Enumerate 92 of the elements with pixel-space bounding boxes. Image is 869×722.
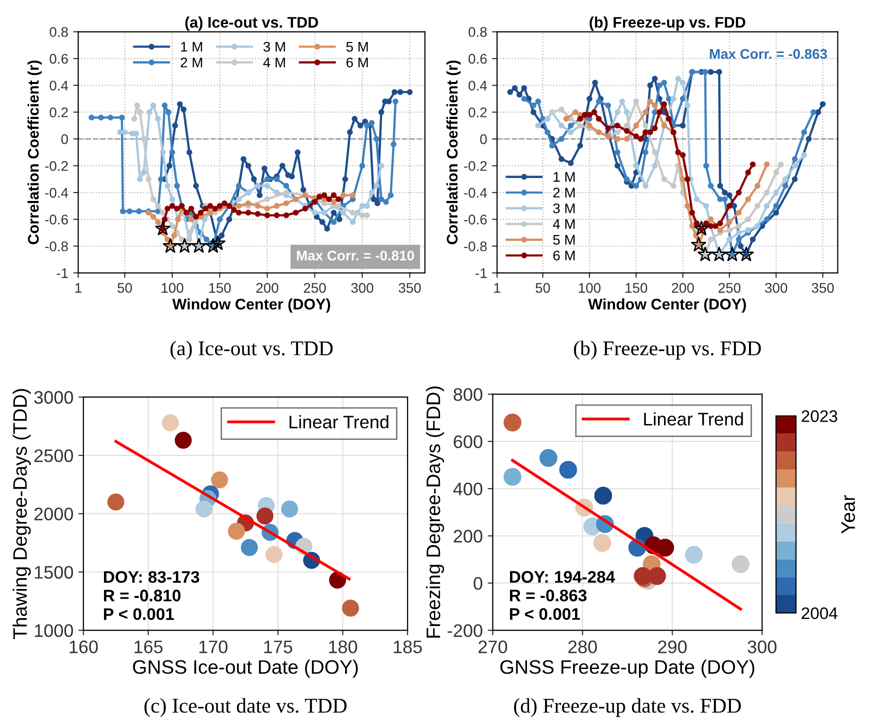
legend-label: 4 M <box>552 219 575 229</box>
x-tick-label: 50 <box>118 283 132 293</box>
x-tick-label: 170 <box>199 640 228 654</box>
x-tick-label: 175 <box>264 640 292 654</box>
x-tick-label: 350 <box>812 283 834 293</box>
x-tick-label: 1 <box>75 283 82 293</box>
x-axis-title: GNSS Freeze-up Date (DOY) <box>500 660 754 678</box>
x-tick-label: 300 <box>765 283 788 293</box>
y-tick-label: 0.2 <box>50 107 68 118</box>
y-tick-label: -1 <box>56 268 68 278</box>
x-tick-label: 290 <box>658 640 687 654</box>
y-tick-label: 0 <box>480 134 487 144</box>
y-axis-title: Correlation Coefficient (r) <box>446 60 461 244</box>
legend-label: 1 M <box>181 42 202 52</box>
x-tick-label: 160 <box>70 640 98 654</box>
chart-title: (b) Freeze-up vs. FDD <box>590 16 746 31</box>
y-axis-title: Thawing Degree-Days (TDD) <box>12 389 31 640</box>
x-tick-label: 100 <box>162 283 184 293</box>
y-tick-label: 0 <box>474 577 482 590</box>
color-bar-label: 2004 <box>802 607 838 620</box>
y-tick-label: 0.8 <box>468 27 487 37</box>
x-tick-label: 185 <box>394 640 422 654</box>
x-tick-label: 250 <box>304 283 326 293</box>
x-tick-label: 180 <box>329 640 358 654</box>
legend-label: 3 M <box>553 203 575 214</box>
legend-label: 5 M <box>346 42 368 52</box>
y-tick-label: -0.8 <box>464 241 487 252</box>
y-tick-label: 3000 <box>34 391 73 404</box>
y-axis-title: Freezing Degree-Days (FDD) <box>426 386 444 638</box>
x-tick-label: 270 <box>478 640 508 654</box>
annotation: Max Corr. = -0.810 <box>296 250 414 261</box>
y-tick-label: -0.2 <box>45 161 68 171</box>
y-tick-label: -200 <box>448 624 482 638</box>
y-tick-label: 0.4 <box>50 80 68 91</box>
y-axis-title: Correlation Coefficient (r) <box>28 60 42 244</box>
y-tick-label: 0.6 <box>468 54 487 64</box>
color-bar-title: Year <box>841 495 855 534</box>
legend-label: 5 M <box>553 235 575 245</box>
annotation: Max Corr. = -0.863 <box>710 49 827 59</box>
text: (c) Ice-out date vs. TDD <box>144 698 347 718</box>
legend-label: 3 M <box>263 42 285 52</box>
y-tick-label: 0.6 <box>50 54 68 64</box>
legend-label: Linear Trend <box>290 415 388 428</box>
y-tick-label: 1000 <box>34 624 73 638</box>
x-tick-label: 200 <box>256 283 278 293</box>
y-tick-label: -0.6 <box>45 214 68 224</box>
x-tick-label: 300 <box>748 640 776 654</box>
legend-label: 2 M <box>553 188 575 198</box>
x-tick-label: 1 <box>494 283 500 293</box>
x-tick-label: 150 <box>626 283 648 293</box>
legend-label: 4 M <box>263 58 285 68</box>
x-axis-title: GNSS Ice-out Date (DOY) <box>133 660 358 678</box>
text: (b) Freeze-up vs. FDD <box>574 340 761 360</box>
legend-label: Linear Trend <box>644 412 743 426</box>
y-tick-label: 2500 <box>34 449 73 462</box>
y-tick-label: 400 <box>453 482 482 496</box>
text: (a) Ice-out vs. TDD <box>170 340 333 360</box>
text: (d) Freeze-up date vs. FDD <box>514 698 741 718</box>
legend-label: 2 M <box>180 58 202 68</box>
y-tick-label: 0 <box>61 134 68 144</box>
x-tick-label: 150 <box>209 283 231 293</box>
y-tick-label: 200 <box>454 530 482 543</box>
y-tick-label: 0.2 <box>468 107 487 118</box>
y-tick-label: 2000 <box>34 508 73 520</box>
y-tick-label: -0.8 <box>45 241 68 252</box>
y-tick-label: -0.6 <box>464 214 487 224</box>
y-tick-label: 800 <box>454 388 482 401</box>
x-tick-label: 250 <box>718 283 740 293</box>
annotation: DOY: 194-284 R = -0.863 P < 0.001 <box>510 571 616 620</box>
annotation: DOY: 83-173 R = -0.810 P < 0.001 <box>104 571 200 620</box>
x-tick-label: 300 <box>351 283 374 293</box>
y-tick-label: 0.4 <box>468 80 487 91</box>
x-tick-label: 50 <box>536 283 550 293</box>
x-tick-label: 350 <box>398 283 421 293</box>
x-tick-label: 200 <box>672 283 694 293</box>
y-tick-label: -0.2 <box>464 161 487 171</box>
legend-label: 6 M <box>346 58 368 68</box>
x-tick-label: 100 <box>578 283 601 293</box>
chart-title: (a) Ice-out vs. TDD <box>185 16 318 31</box>
y-tick-label: -1 <box>476 268 487 278</box>
legend-label: 6 M <box>553 250 575 260</box>
color-bar-label: 2023 <box>802 410 838 422</box>
y-tick-label: 0.8 <box>50 27 68 37</box>
y-tick-label: -0.4 <box>45 188 68 198</box>
y-tick-label: 600 <box>454 435 482 448</box>
legend-label: 1 M <box>554 172 575 182</box>
x-tick-label: 165 <box>134 640 163 654</box>
x-axis-title: Window Center (DOY) <box>172 298 330 313</box>
y-tick-label: -0.4 <box>464 188 487 198</box>
y-tick-label: 1500 <box>34 566 73 579</box>
x-axis-title: Window Center (DOY) <box>588 298 746 313</box>
x-tick-label: 280 <box>568 640 597 654</box>
